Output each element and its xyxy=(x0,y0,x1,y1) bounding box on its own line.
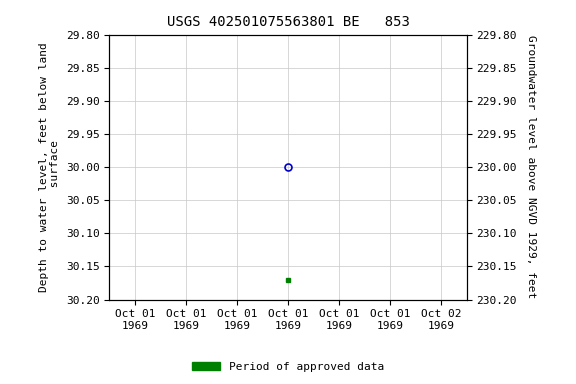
Legend: Period of approved data: Period of approved data xyxy=(188,358,388,377)
Title: USGS 402501075563801 BE   853: USGS 402501075563801 BE 853 xyxy=(166,15,410,29)
Y-axis label: Depth to water level, feet below land
 surface: Depth to water level, feet below land su… xyxy=(39,42,60,292)
Y-axis label: Groundwater level above NGVD 1929, feet: Groundwater level above NGVD 1929, feet xyxy=(526,35,536,299)
